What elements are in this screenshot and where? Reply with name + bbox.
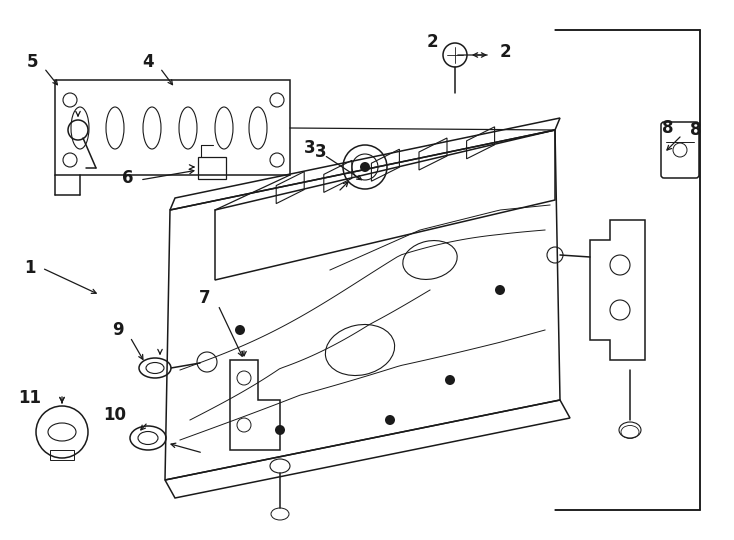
Text: 8: 8: [662, 119, 674, 137]
Text: 2: 2: [500, 43, 512, 61]
Circle shape: [495, 285, 505, 295]
Text: 7: 7: [199, 289, 211, 307]
Circle shape: [275, 425, 285, 435]
Text: 9: 9: [112, 321, 124, 339]
Text: 5: 5: [26, 53, 37, 71]
Bar: [198, 157, 226, 179]
Text: 2: 2: [426, 33, 437, 51]
Text: 11: 11: [18, 389, 42, 407]
Text: 1: 1: [24, 259, 36, 277]
Text: 8: 8: [690, 121, 702, 139]
Bar: [50, 450, 74, 460]
Text: 3: 3: [315, 143, 327, 161]
Text: 4: 4: [142, 53, 154, 71]
Circle shape: [235, 325, 245, 335]
Text: 6: 6: [123, 169, 134, 187]
Text: 3: 3: [304, 139, 316, 157]
Text: 10: 10: [103, 406, 126, 424]
Circle shape: [385, 415, 395, 425]
Circle shape: [360, 162, 370, 172]
Circle shape: [445, 375, 455, 385]
